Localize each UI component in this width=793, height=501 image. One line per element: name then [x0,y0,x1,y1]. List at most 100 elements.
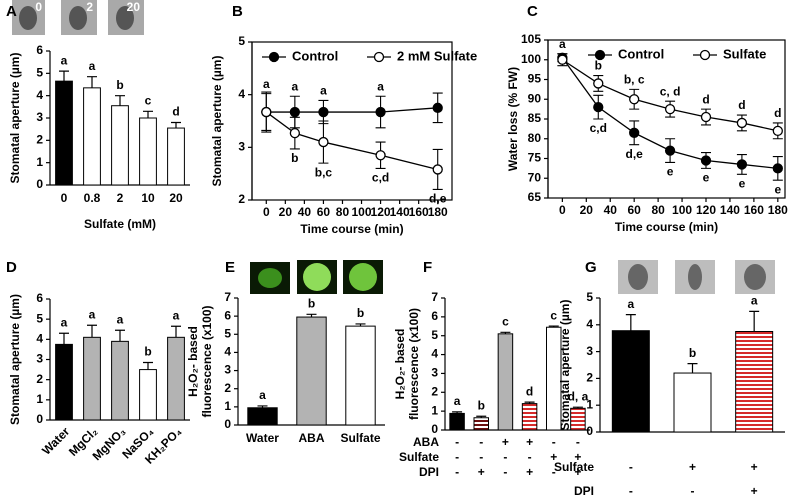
significance-letter: a [259,388,266,402]
y-tick-label: 4 [224,345,231,359]
data-point [432,102,443,113]
x-tick-label: 0 [559,203,566,217]
legend-label: Sulfate [723,46,766,61]
significance-letter: a [61,53,68,67]
bar [83,336,101,421]
inset-label: 2 [86,0,93,14]
treatment-level: - [691,484,695,498]
treatment-name: Sulfate [554,460,594,474]
y-tick-label: 4 [238,87,245,101]
x-tick-label: 40 [604,203,618,217]
x-tick-label: 60 [628,203,642,217]
y-tick-label: 5 [238,34,245,48]
x-tick-label: 20 [580,203,594,217]
panel-label: E [225,259,235,276]
significance-letter: b [595,59,602,73]
error-bar [59,70,69,82]
y-tick-label: 5 [36,311,43,325]
y-tick-label: 2 [431,384,438,398]
treatment-level: + [550,450,557,464]
data-point [664,103,676,115]
bar [473,417,489,431]
y-axis-label: Water loss (% FW) [506,67,520,171]
data-point [318,136,329,148]
significance-letter: b [116,78,123,92]
y-tick-label: 3 [431,366,438,380]
inset-image [69,6,87,30]
significance-letter: c, d [660,84,681,98]
significance-letter: b [357,306,364,320]
inset-image [303,263,331,291]
inset-label: 0 [35,0,42,14]
error-bar [355,323,366,327]
y-tick-label: 2 [36,133,43,147]
bar [167,336,185,421]
y-tick-label: 80 [528,131,542,145]
y-tick-label: 1 [586,397,593,411]
bar [55,80,73,186]
significance-letter: a [263,77,270,91]
panel-label: G [585,259,597,276]
treatment-level: + [526,435,533,449]
data-point [375,150,386,161]
treatment-level: - [455,450,459,464]
y-tick-label: 90 [528,91,542,105]
x-tick-label: 160 [744,203,764,217]
significance-letter: d [526,384,533,398]
y-axis-label: Stomatal aperture (µm) [8,294,22,425]
bar [449,412,465,431]
error-bar [749,310,760,332]
x-tick-label: Sulfate [340,431,380,445]
y-tick-label: 6 [224,308,231,322]
legend-marker [373,51,385,63]
treatment-level: + [751,484,758,498]
y-axis-label: Stomatal aperture (µm) [8,53,22,184]
significance-letter: c [502,314,509,328]
x-tick-label: 0 [61,191,68,205]
y-tick-label: 5 [36,66,43,80]
y-tick-label: 0 [586,424,593,438]
bar [345,325,376,426]
y-tick-label: 5 [431,328,438,342]
y-tick-label: 5 [224,326,231,340]
data-point [318,106,329,118]
legend-marker [594,49,606,61]
bar [139,369,157,421]
y-tick-label: 3 [36,110,43,124]
error-bar [500,331,511,334]
legend-label: Control [292,48,338,63]
inset-images [12,0,775,294]
error-bar [452,411,463,414]
data-point [289,106,301,118]
error-bar [143,361,153,370]
significance-letter: c [145,93,152,107]
legend-marker [268,51,280,63]
x-tick-label: 120 [371,205,391,219]
y-tick-label: 1 [224,399,231,413]
data-point [772,163,783,174]
x-tick-label: 140 [390,205,410,219]
significance-letter: a [320,84,327,98]
significance-letter: d [172,105,179,119]
data-point [736,117,748,129]
error-bar [306,313,317,318]
treatment-name: DPI [419,465,439,479]
treatment-name: Sulfate [399,450,439,464]
panel-label: A [6,3,17,20]
significance-letter: d, a [568,389,589,403]
significance-letter: e [774,182,781,196]
x-tick-label: 60 [317,205,331,219]
x-tick-label: Water [246,431,279,445]
error-bar [476,415,487,418]
significance-letter: a [89,59,96,73]
treatment-name: ABA [413,435,439,449]
data-point [593,78,604,89]
y-tick-label: 1 [36,155,43,169]
y-axis-label: fluorescence (x100) [200,305,214,417]
inset-image [258,268,282,288]
x-tick-label: 40 [298,205,312,219]
error-bar [548,325,559,328]
significance-letter: a [61,315,68,329]
data-point [700,111,712,123]
inset-image [744,264,766,290]
